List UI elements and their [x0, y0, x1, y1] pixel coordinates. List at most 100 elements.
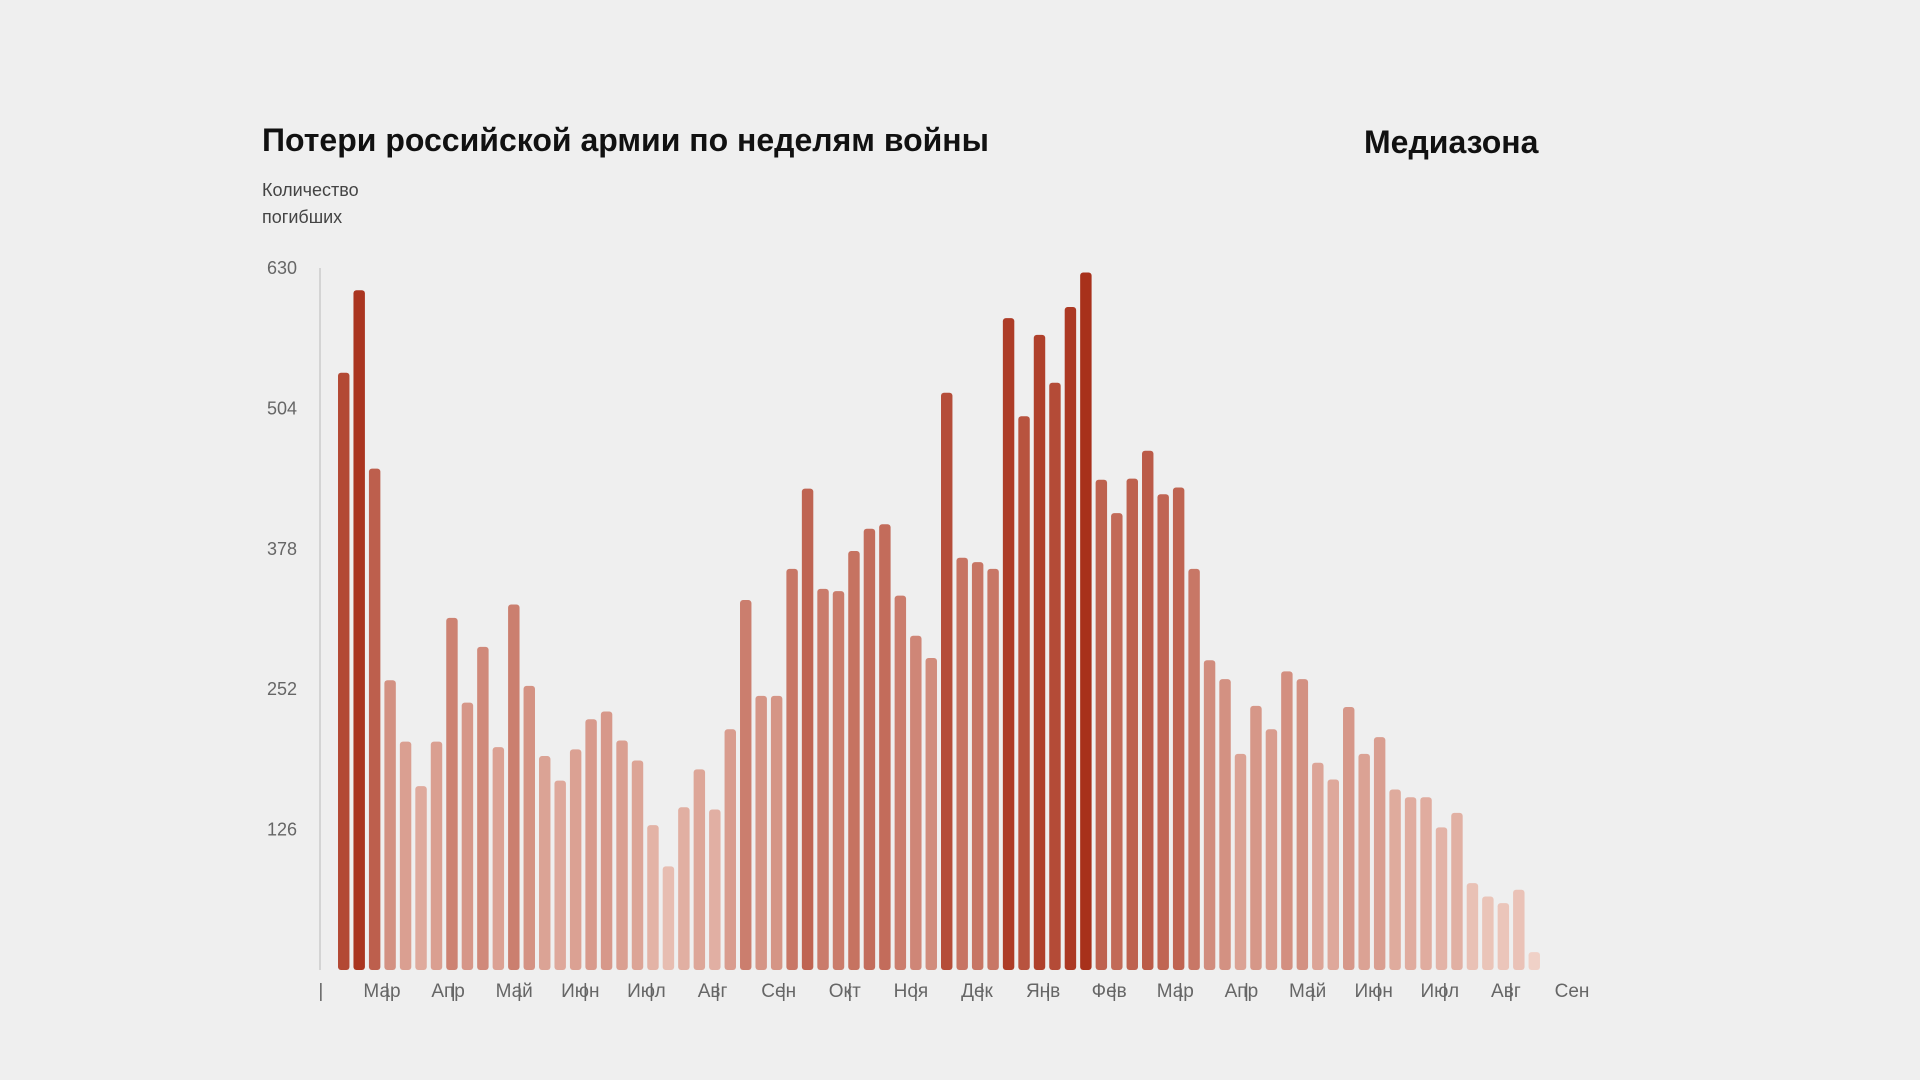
x-tick-separator: |	[517, 981, 522, 1002]
bar	[1064, 307, 1077, 970]
bar	[987, 568, 999, 970]
bar	[724, 729, 736, 970]
bar	[1049, 382, 1061, 970]
x-tick-label: Авг	[698, 981, 728, 1002]
brand-logo: Медиазона	[1364, 124, 1539, 160]
bar	[631, 760, 644, 970]
bar	[910, 635, 922, 970]
bar	[1343, 707, 1355, 970]
bar	[755, 695, 767, 970]
y-tick-label: 504	[267, 398, 297, 418]
bar	[1451, 812, 1463, 970]
bar	[786, 568, 798, 970]
y-tick-label: 630	[267, 258, 297, 278]
bar	[1111, 513, 1123, 970]
bar	[508, 604, 520, 970]
bar	[1265, 729, 1278, 970]
bar	[817, 588, 829, 970]
x-tick-label: Авг	[1491, 981, 1521, 1002]
bar	[554, 780, 566, 970]
x-tick-separator: |	[1376, 981, 1381, 1002]
bar	[600, 711, 613, 970]
bar	[1435, 827, 1448, 970]
bar	[1203, 660, 1216, 970]
bar	[1234, 753, 1247, 970]
bar	[1126, 478, 1138, 970]
bar	[740, 600, 752, 970]
bar	[1482, 896, 1494, 970]
bar	[925, 658, 937, 970]
x-tick-separator: |	[1508, 981, 1513, 1002]
bar	[1312, 762, 1324, 970]
x-tick-label: Апр	[1225, 981, 1259, 1002]
bar	[1466, 883, 1479, 970]
bar	[539, 756, 551, 970]
bar	[709, 809, 721, 970]
x-tick-label: Сен	[761, 981, 796, 1002]
bar	[569, 749, 582, 970]
x-tick-label: Июн	[561, 981, 599, 1002]
bar	[399, 741, 412, 970]
bar	[492, 747, 505, 970]
y-tick-label: 126	[267, 820, 297, 840]
x-tick-separator: |	[847, 981, 852, 1002]
bar	[1528, 952, 1540, 970]
chart-title: Потери российской армии по неделям войны	[262, 122, 989, 158]
x-tick-separator: |	[649, 981, 654, 1002]
bar	[1250, 705, 1262, 970]
x-tick-label: Мар	[1157, 981, 1194, 1002]
y-tick-label: 252	[267, 679, 297, 699]
bar	[1002, 318, 1015, 970]
bar	[1404, 797, 1417, 970]
bar	[1420, 797, 1432, 970]
x-ticks: | Мар| Апр| Май| Июн| Июл| Авг| Сен| Окт| Ноя| Дек…	[318, 981, 1589, 1002]
x-tick-label: Окт	[829, 981, 861, 1002]
x-tick-label: Дек	[961, 981, 993, 1002]
bar	[971, 562, 984, 970]
bar	[1219, 679, 1231, 970]
y-ticks: 126 252 378 504 630	[267, 258, 297, 840]
bar	[879, 524, 891, 970]
bar	[1497, 903, 1510, 970]
bar	[1142, 450, 1154, 970]
bar	[1296, 679, 1309, 970]
bar	[461, 702, 474, 970]
x-tick-label: Июн	[1354, 981, 1392, 1002]
bars	[338, 272, 1540, 971]
bar	[1327, 779, 1339, 970]
bar	[1095, 479, 1108, 970]
bar	[415, 786, 427, 970]
bar	[523, 685, 535, 970]
bar	[368, 468, 381, 970]
bar	[693, 769, 706, 970]
bar	[430, 741, 443, 970]
x-tick-separator: |	[1442, 981, 1447, 1002]
bar	[832, 591, 845, 970]
bar	[1281, 671, 1293, 970]
x-tick-separator: |	[1178, 981, 1183, 1002]
bar	[662, 866, 675, 970]
bar	[353, 290, 365, 970]
x-tick-label: Июл	[627, 981, 666, 1002]
bar	[384, 680, 396, 970]
x-tick-separator: |	[318, 981, 323, 1002]
bar	[1033, 334, 1046, 970]
bar	[848, 551, 860, 970]
bar	[894, 595, 907, 970]
bar	[1157, 494, 1169, 970]
bar	[1373, 737, 1386, 970]
bar	[1513, 889, 1525, 970]
x-tick-separator: |	[715, 981, 720, 1002]
bar	[477, 646, 489, 970]
x-tick-label: Сен	[1555, 981, 1590, 1002]
bar	[1188, 568, 1200, 970]
bar	[863, 528, 876, 970]
bar	[616, 740, 628, 970]
x-tick-label: Янв	[1026, 981, 1060, 1002]
x-tick-separator: |	[1310, 981, 1315, 1002]
x-tick-label: Май	[496, 981, 533, 1002]
bar	[770, 695, 783, 970]
x-tick-separator: |	[1112, 981, 1117, 1002]
bar	[941, 392, 953, 970]
bar	[1080, 272, 1092, 971]
